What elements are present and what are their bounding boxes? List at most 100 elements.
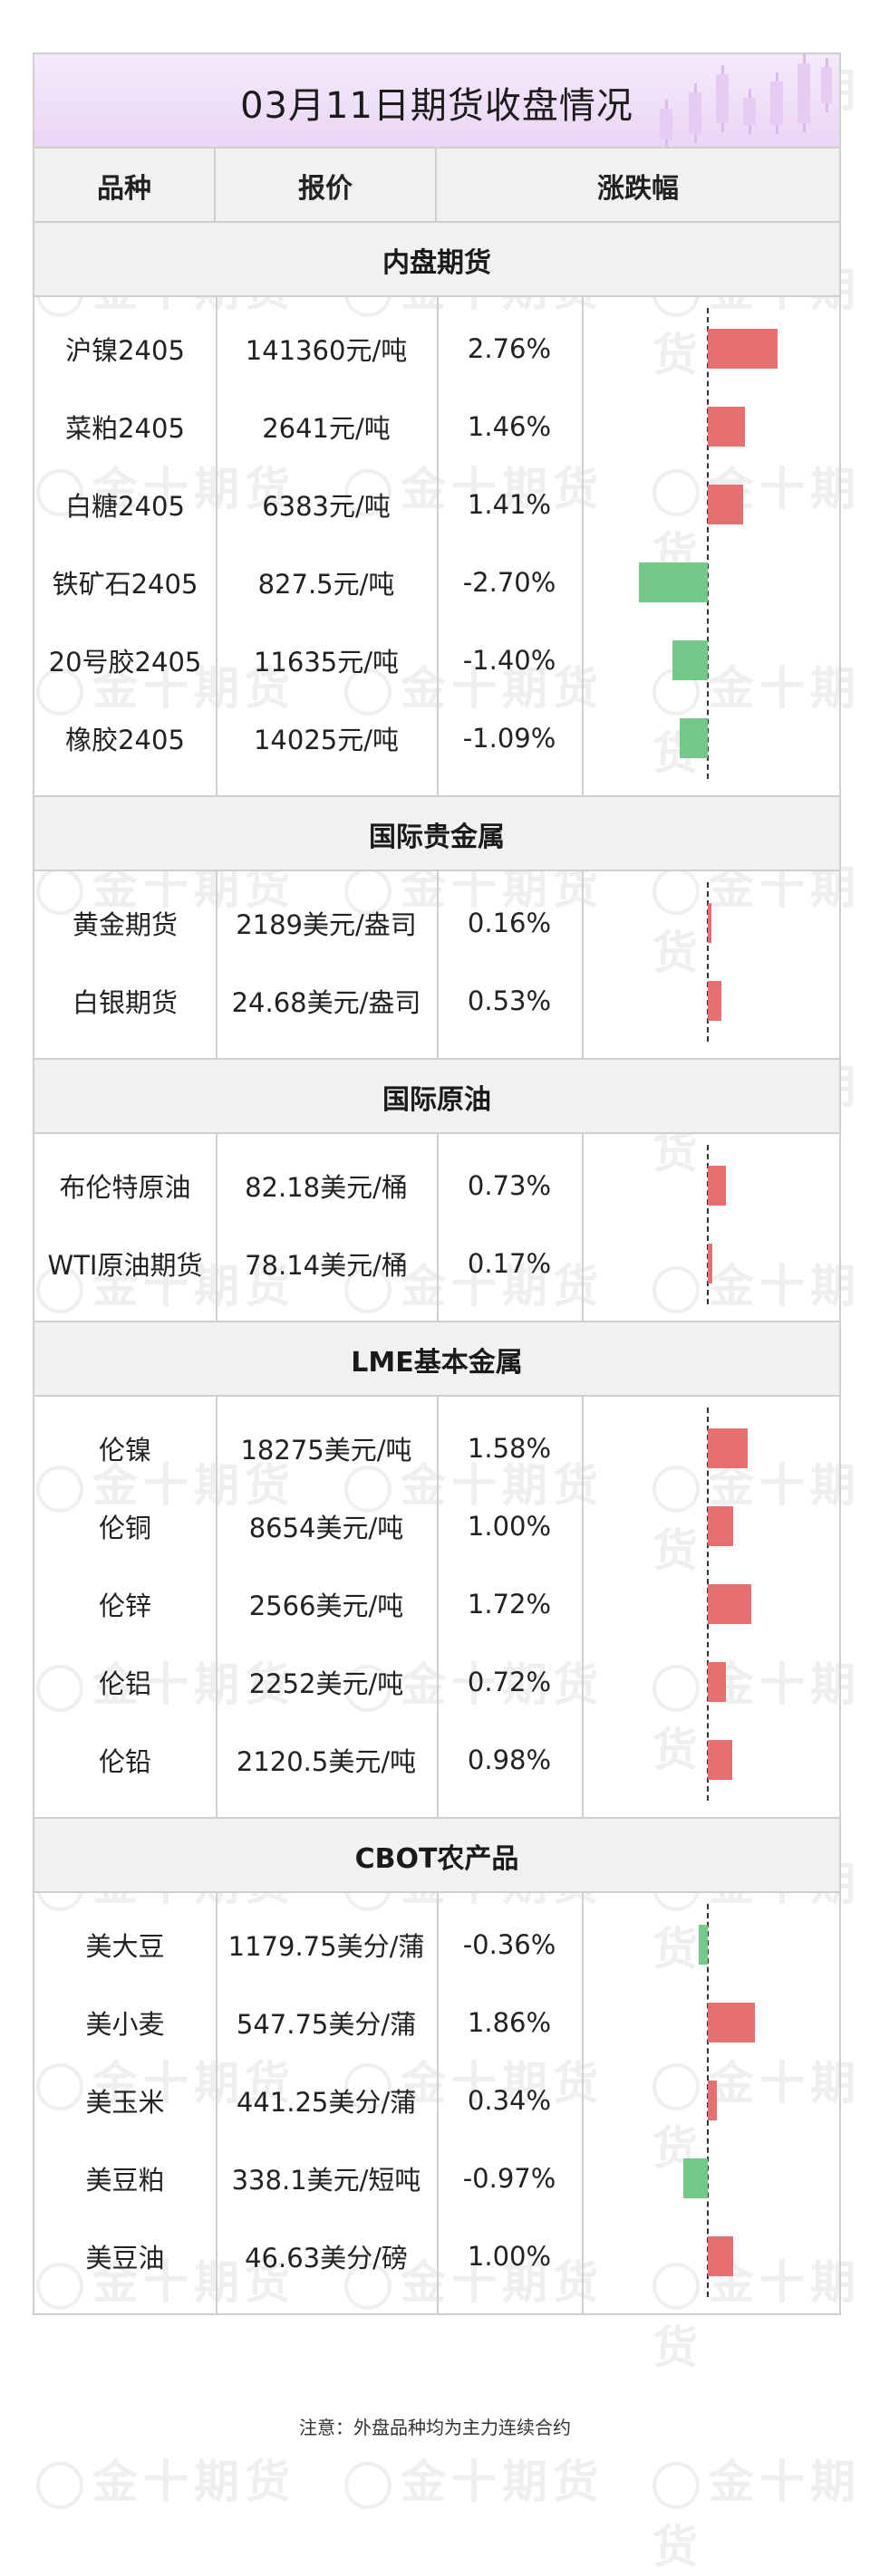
cell-name: 20号胶2405 [48, 647, 202, 678]
cell-price: 338.1美元/短吨 [231, 2165, 421, 2196]
cell-price: 8654美元/吨 [248, 1513, 404, 1543]
change-bar-up [708, 1584, 752, 1624]
section-rows: 伦镍 18275美元/吨 1.58% 伦铜 8654美元/吨 1.00% 伦锌 2566美元/… [34, 1395, 839, 1819]
cell-price: 6383元/吨 [262, 491, 391, 522]
column-divider [582, 1893, 584, 2315]
cell-price: 2120.5美元/吨 [236, 1746, 417, 1777]
cell-name: 白糖2405 [65, 491, 185, 522]
watermark-text: 金十期货 [652, 2456, 861, 2573]
cell-name: 伦铝 [98, 1668, 151, 1699]
cell-name: 伦铅 [98, 1746, 151, 1777]
cell-name: 美大豆 [85, 1931, 165, 1962]
change-bar-down [680, 718, 708, 758]
cell-price: 18275美元/吨 [240, 1435, 412, 1466]
cell-price: 24.68美元/盎司 [231, 987, 421, 1018]
cell-name: 美玉米 [85, 2087, 165, 2118]
cell-price: 11635元/吨 [253, 647, 400, 678]
column-divider [437, 297, 439, 797]
column-divider [437, 1134, 439, 1322]
change-bar-up [708, 1428, 749, 1468]
table-header: 品种 报价 涨跌幅 [34, 147, 839, 223]
cell-change: 0.34% [467, 2085, 552, 2116]
change-bar-up [708, 2236, 733, 2276]
cell-price: 141360元/吨 [245, 335, 408, 366]
cell-change: 0.17% [467, 1248, 552, 1279]
table-row: 美大豆 1179.75美分/蒲 -0.36% [34, 1906, 839, 1984]
cell-price: 547.75美分/蒲 [236, 2009, 417, 2040]
column-divider [437, 1893, 439, 2315]
table-row: 铁矿石2405 827.5元/吨 -2.70% [34, 543, 839, 621]
column-header-name: 品种 [34, 149, 216, 223]
change-bar-down [672, 640, 708, 680]
change-bar-down [639, 562, 708, 602]
cell-change: 1.00% [467, 1511, 552, 1542]
column-divider [582, 871, 584, 1060]
watermark-logo-icon [36, 2461, 83, 2509]
cell-price: 82.18美元/桶 [245, 1172, 408, 1203]
cell-name: 黄金期货 [72, 909, 178, 940]
cell-name: 沪镍2405 [65, 335, 185, 366]
watermark-logo-icon [652, 2461, 700, 2509]
table-row: 沪镍2405 141360元/吨 2.76% [34, 310, 839, 388]
column-header-change: 涨跌幅 [597, 173, 679, 205]
section-header: 国际原油 [34, 1058, 839, 1134]
table-row: 伦铜 8654美元/吨 1.00% [34, 1487, 839, 1565]
candle-body [716, 74, 729, 123]
change-bar-up [708, 981, 721, 1021]
column-divider [582, 1134, 584, 1322]
cell-change: 1.86% [467, 2007, 552, 2038]
zero-axis-line [707, 308, 709, 779]
candle-body [821, 67, 832, 103]
section-header: LME基本金属 [34, 1321, 839, 1397]
column-divider [582, 1397, 584, 1819]
cell-name: 美小麦 [85, 2009, 165, 2040]
table-row: 20号胶2405 11635元/吨 -1.40% [34, 621, 839, 699]
footnote: 注意：外盘品种均为主力连续合约 [299, 2417, 571, 2438]
cell-change: 0.73% [467, 1170, 552, 1201]
watermark-logo-icon [344, 2461, 392, 2509]
cell-change: -0.36% [462, 1929, 556, 1960]
cell-price: 46.63美分/磅 [245, 2243, 408, 2273]
table-row: 美小麦 547.75美分/蒲 1.86% [34, 1984, 839, 2062]
table-row: 橡胶2405 14025元/吨 -1.09% [34, 699, 839, 777]
cell-name: 伦镍 [98, 1435, 151, 1466]
section-rows: 美大豆 1179.75美分/蒲 -0.36% 美小麦 547.75美分/蒲 1.86% 美玉… [34, 1891, 839, 2315]
change-bar-down [698, 1925, 708, 1965]
table-row: 美豆粕 338.1美元/短吨 -0.97% [34, 2139, 839, 2217]
column-divider [437, 871, 439, 1060]
change-bar-up [708, 1244, 712, 1283]
table-row: 伦镍 18275美元/吨 1.58% [34, 1409, 839, 1487]
change-bar-up [708, 329, 778, 369]
section-rows: 沪镍2405 141360元/吨 2.76% 菜粕2405 2641元/吨 1.46% 白糖… [34, 295, 839, 797]
change-bar-down [682, 2158, 708, 2198]
cell-name: 伦锌 [98, 1591, 151, 1621]
cell-name: 菜粕2405 [65, 413, 185, 444]
table-row: 白糖2405 6383元/吨 1.41% [34, 466, 839, 543]
table-row: 伦铅 2120.5美元/吨 0.98% [34, 1721, 839, 1799]
cell-price: 14025元/吨 [253, 725, 400, 755]
table-row: WTI原油期货 78.14美元/桶 0.17% [34, 1225, 839, 1302]
change-bar-up [708, 1662, 727, 1702]
cell-change: 1.46% [467, 411, 552, 442]
change-bar-up [708, 407, 745, 447]
zero-axis-line [707, 1145, 709, 1304]
cell-change: 1.72% [467, 1589, 552, 1620]
cell-price: 2189美元/盎司 [236, 909, 417, 940]
watermark-text: 金十期货 [344, 2446, 604, 2511]
candle-body [743, 98, 756, 125]
cell-change: 1.41% [467, 489, 552, 520]
table-row: 美玉米 441.25美分/蒲 0.34% [34, 2062, 839, 2139]
candle-body [770, 82, 783, 125]
change-bar-up [708, 2081, 717, 2120]
cell-name: 伦铜 [98, 1513, 151, 1543]
cell-change: 0.16% [467, 908, 552, 938]
cell-name: 白银期货 [72, 987, 178, 1018]
cell-change: 0.98% [467, 1745, 552, 1775]
cell-change: -1.09% [462, 723, 556, 754]
cell-price: 441.25美分/蒲 [236, 2087, 417, 2118]
futures-table-card: 03月11日期货收盘情况 品种 报价 涨跌幅 内盘期货 沪镍2405 141360元… [33, 53, 841, 2315]
table-row: 美豆油 46.63美分/磅 1.00% [34, 2217, 839, 2295]
table-row: 菜粕2405 2641元/吨 1.46% [34, 388, 839, 466]
column-divider [582, 297, 584, 797]
column-divider [216, 871, 218, 1060]
